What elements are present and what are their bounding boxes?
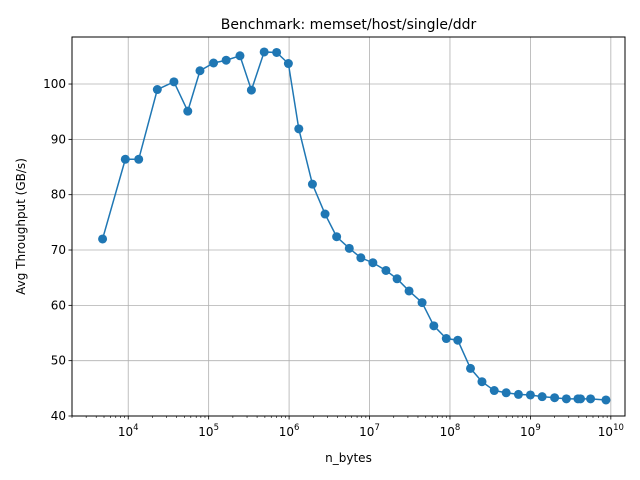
y-tick-label: 60 [51, 298, 66, 312]
y-tick-label: 100 [43, 77, 66, 91]
data-point [368, 258, 378, 268]
data-point [283, 59, 293, 69]
plot-area-frame [71, 36, 626, 417]
data-point [272, 47, 282, 57]
x-tick-label: 104 [118, 423, 139, 439]
data-point [513, 389, 523, 399]
data-point [134, 154, 144, 164]
data-point [120, 154, 130, 164]
data-point [183, 106, 193, 116]
grid [72, 37, 625, 417]
y-tick-label: 80 [51, 188, 66, 202]
y-tick-label: 50 [51, 354, 66, 368]
data-point [152, 85, 162, 95]
data-point [356, 253, 366, 263]
x-tick-label: 106 [279, 423, 300, 439]
data-point [453, 335, 463, 345]
data-point [404, 286, 414, 296]
data-point [561, 394, 571, 404]
x-tick-label: 105 [198, 423, 219, 439]
data-point [320, 209, 330, 219]
data-point [195, 66, 205, 76]
x-tick-label: 1010 [598, 423, 624, 439]
x-tick-label: 107 [359, 423, 380, 439]
data-point [307, 179, 317, 189]
data-point [550, 393, 560, 403]
x-tick-label: 108 [440, 423, 461, 439]
chart-title: Benchmark: memset/host/single/ddr [221, 17, 477, 33]
data-point [294, 124, 304, 134]
data-point [209, 58, 219, 68]
data-point [98, 234, 108, 244]
series-layer [98, 47, 611, 405]
x-tick-label: 109 [520, 423, 541, 439]
data-point [489, 386, 499, 396]
data-point [501, 388, 511, 398]
data-point [221, 55, 231, 65]
data-point [441, 334, 451, 344]
data-point [169, 77, 179, 87]
data-point [417, 298, 427, 308]
data-point [525, 390, 535, 400]
data-point [235, 51, 245, 61]
data-point [344, 243, 354, 253]
data-point [246, 85, 256, 95]
data-point [381, 265, 391, 275]
data-point [332, 232, 342, 242]
y-tick-label: 90 [51, 132, 66, 146]
data-point [429, 321, 439, 331]
data-point [259, 47, 269, 57]
y-axis-label: Avg Throughput (GB/s) [14, 158, 28, 295]
data-point [392, 274, 402, 284]
y-tick-label: 70 [51, 243, 66, 257]
data-point [477, 377, 487, 387]
data-point [601, 395, 611, 405]
data-point [465, 363, 475, 373]
data-point [537, 392, 547, 402]
data-point [586, 394, 596, 404]
x-axis-label: n_bytes [325, 451, 372, 465]
ticks: 40 50 60 70 80 90 100 104 105 106 107 108 109 1010 [43, 77, 624, 439]
y-tick-label: 40 [51, 409, 66, 423]
data-point [576, 394, 586, 404]
